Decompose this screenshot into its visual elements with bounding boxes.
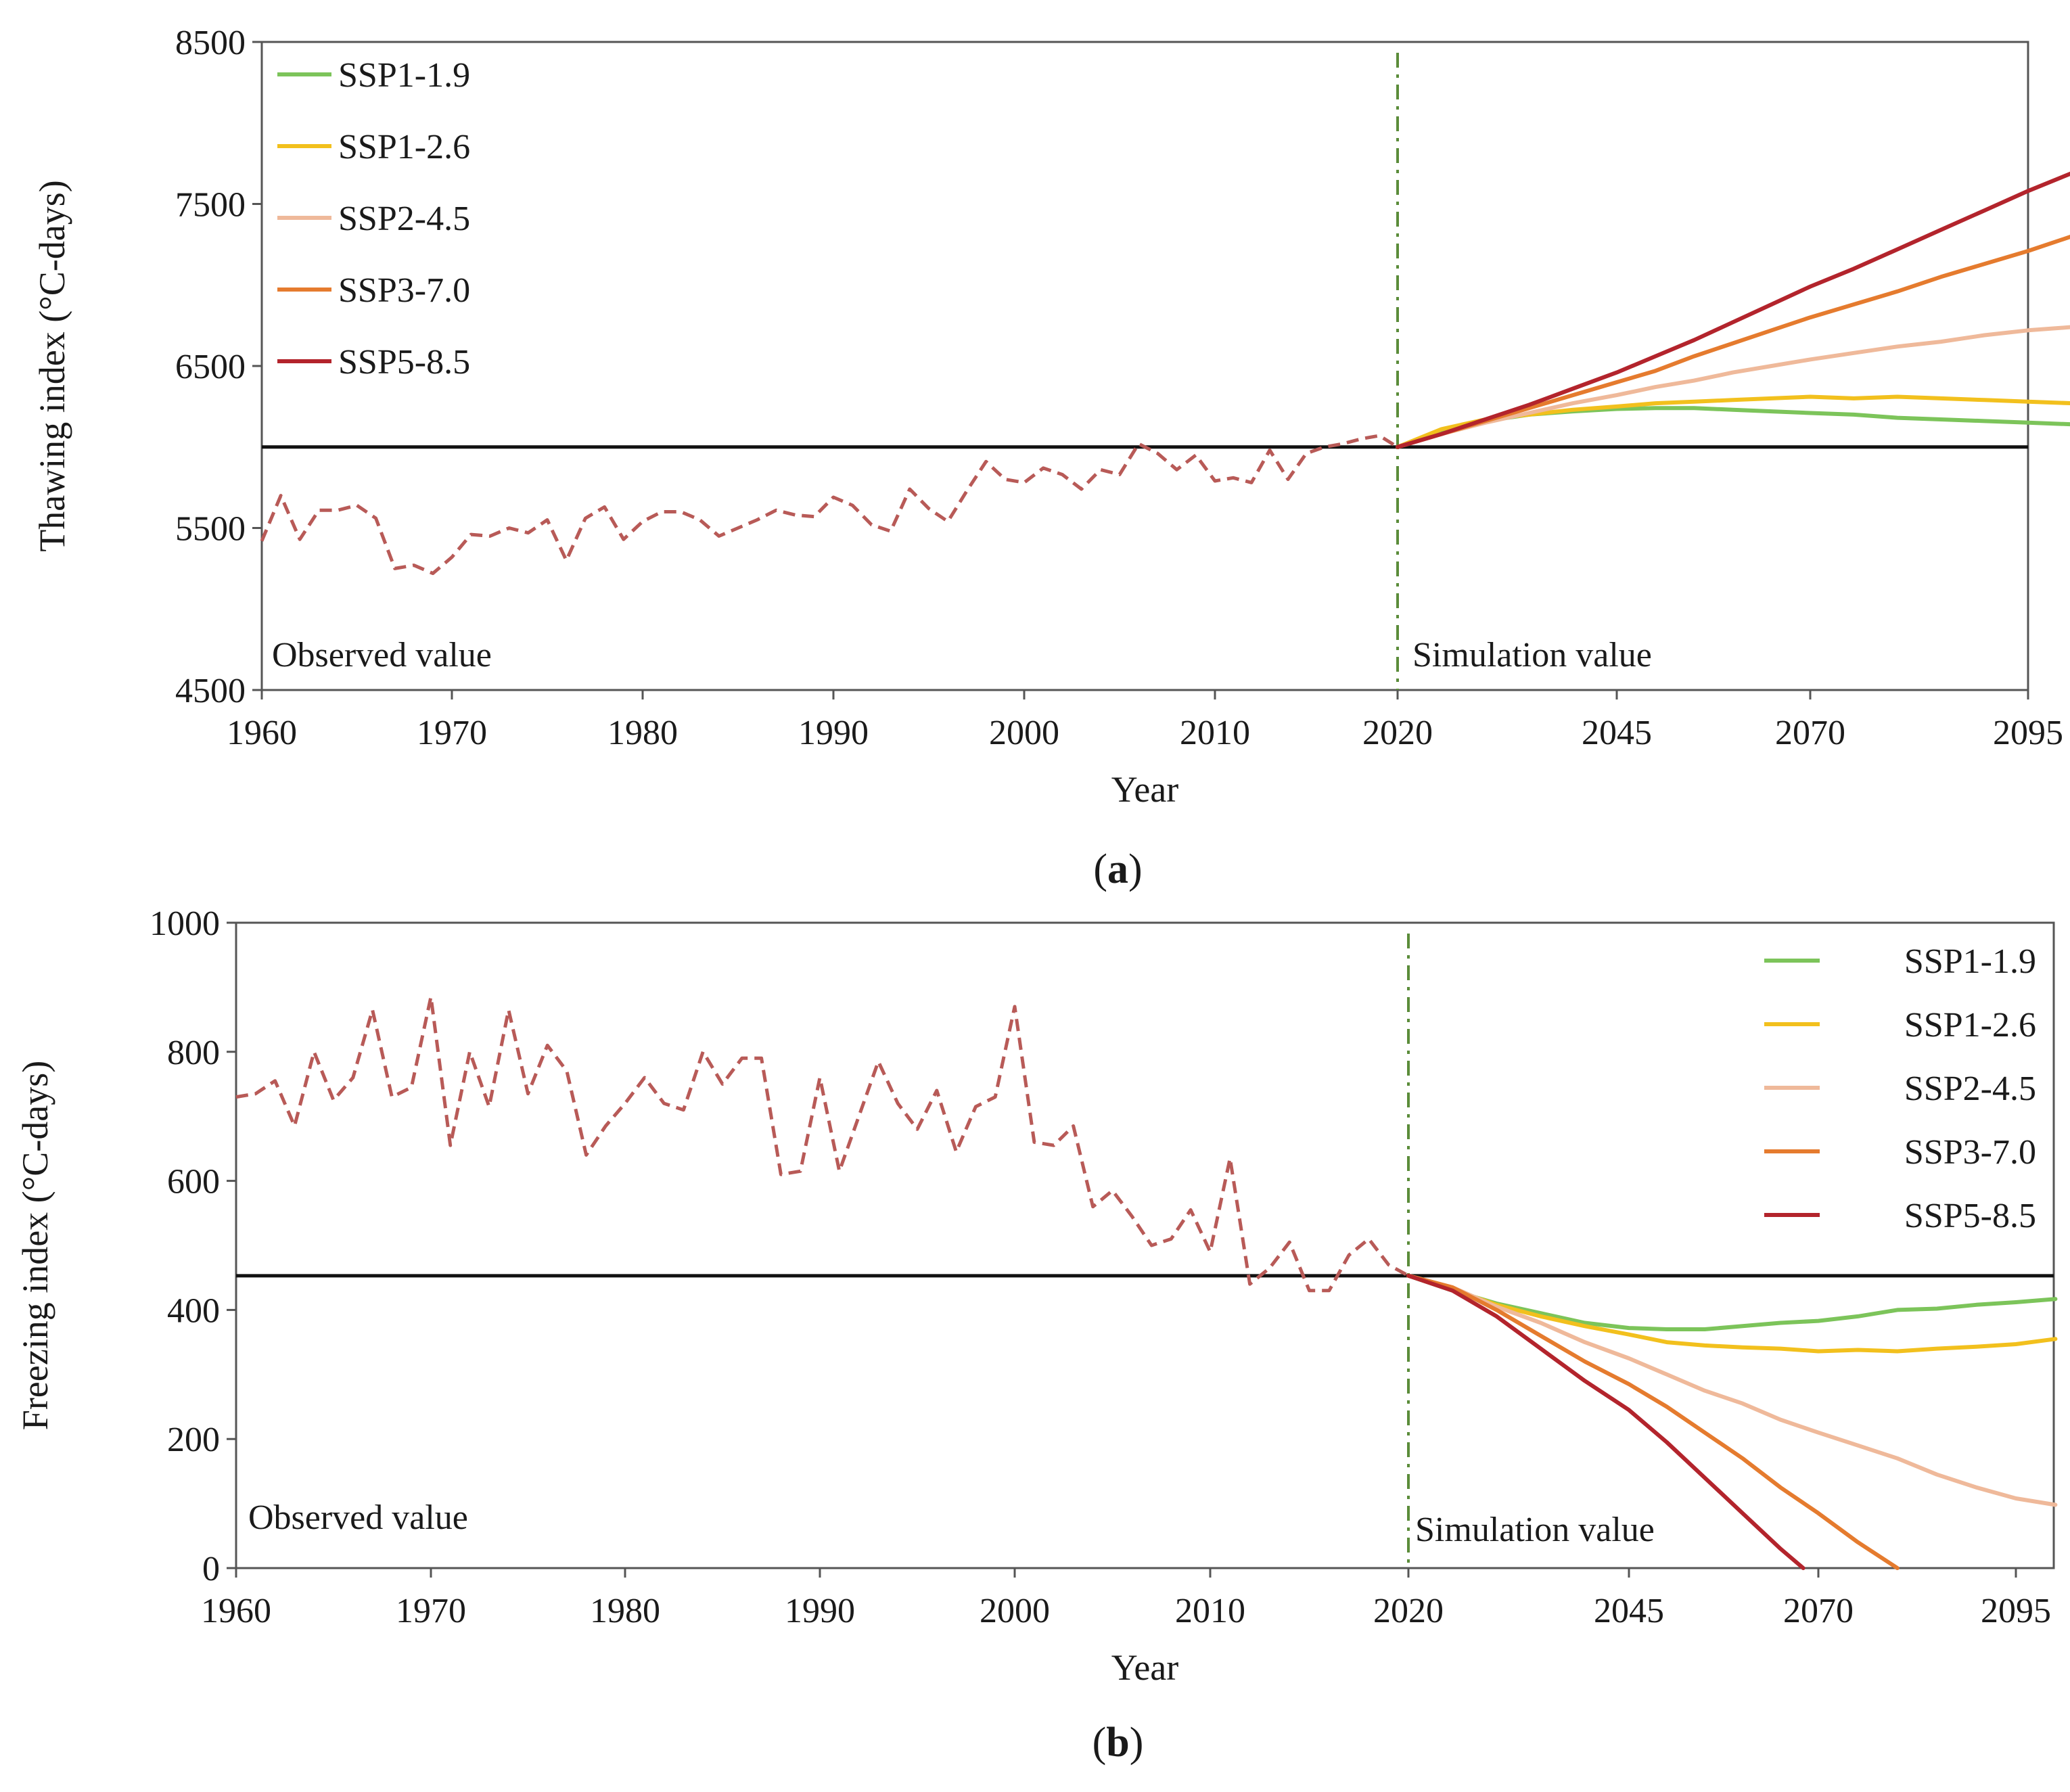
legend-item: SSP5-8.5 (277, 343, 470, 382)
legend-label: SSP1-2.6 (338, 128, 470, 166)
x-tick-label: 1990 (785, 1592, 855, 1630)
legend-label: SSP5-8.5 (1904, 1197, 2036, 1235)
series-line-ssp3-70 (1406, 1273, 1900, 1570)
series-line-ssp1-26 (1406, 1273, 2058, 1354)
x-tick-label: 1980 (607, 714, 678, 752)
series-line-ssp2-45 (1396, 325, 2070, 449)
legend-item: SSP3-7.0 (277, 271, 470, 310)
x-tick-label: 1970 (417, 714, 487, 752)
panel-label-open: ( (1093, 846, 1107, 892)
y-tick-label: 4500 (175, 672, 246, 710)
legend-item: SSP2-4.5 (1764, 1070, 2036, 1108)
y-axis-title: Thawing index (°C-days) (32, 180, 72, 551)
x-tick-label: 2010 (1175, 1592, 1245, 1630)
x-tick-label: 2020 (1362, 714, 1433, 752)
x-tick-label: 2070 (1775, 714, 1845, 752)
series-line-ssp5-85 (1396, 171, 2070, 449)
panel-label-open: ( (1092, 1720, 1107, 1766)
legend-item: SSP1-1.9 (1764, 942, 2036, 981)
y-tick-label: 8500 (175, 24, 246, 62)
legend-item: SSP2-4.5 (277, 200, 470, 238)
x-tick-label: 2095 (1993, 714, 2063, 752)
legend-label: SSP1-1.9 (338, 56, 470, 95)
x-tick-label: 2000 (980, 1592, 1050, 1630)
observed-series-line (260, 434, 1399, 576)
observed-series-line (235, 995, 1410, 1293)
x-tick-label: 1960 (227, 714, 297, 752)
x-tick-label: 1990 (798, 714, 869, 752)
y-tick-label: 5500 (175, 510, 246, 549)
x-tick-label: 1980 (590, 1592, 660, 1630)
y-tick-label: 7500 (175, 186, 246, 225)
observed-value-annotation: Observed value (272, 636, 492, 674)
legend-label: SSP3-7.0 (338, 271, 470, 310)
series-line-ssp3-70 (1396, 235, 2070, 449)
legend-label: SSP5-8.5 (338, 343, 470, 382)
x-axis-title: Year (1111, 1647, 1179, 1688)
panel-label: (b) (1092, 1720, 1144, 1766)
chart-panel-a: 4500 5500 6500 7500 8500 1960 1970 1980 1990 2000… (32, 24, 2070, 892)
legend-label: SSP3-7.0 (1904, 1133, 2036, 1172)
panel-label-letter: a (1107, 846, 1128, 892)
x-tick-label: 2000 (989, 714, 1059, 752)
x-tick-label: 2020 (1373, 1592, 1444, 1630)
series-line-ssp2-45 (1406, 1273, 2058, 1507)
x-tick-label: 2010 (1180, 714, 1250, 752)
legend-item: SSP1-2.6 (277, 128, 470, 166)
x-tick-label: 1970 (396, 1592, 466, 1630)
observed-value-annotation: Observed value (248, 1498, 468, 1537)
legend: SSP1-1.9 SSP1-2.6 SSP2-4.5 SSP3-7.0 SSP5-8.5 (1764, 942, 2036, 1235)
legend-label: SSP2-4.5 (1904, 1070, 2036, 1108)
x-tick-label: 1960 (201, 1592, 271, 1630)
panel-label-close: ) (1130, 1720, 1144, 1766)
chart-panel-b: 0 200 400 600 800 1000 1960 1970 1980 1990 2000 201… (15, 904, 2058, 1766)
legend-item: SSP3-7.0 (1764, 1133, 2036, 1172)
panel-label-letter: b (1106, 1720, 1129, 1766)
simulation-value-annotation: Simulation value (1415, 1511, 1655, 1549)
series-line-ssp1-19 (1406, 1273, 2058, 1331)
legend-item: SSP5-8.5 (1764, 1197, 2036, 1235)
plot-frame (235, 921, 2055, 1569)
panel-label-close: ) (1128, 846, 1143, 892)
y-tick-label: 400 (167, 1291, 220, 1330)
y-tick-label: 6500 (175, 348, 246, 386)
simulation-value-annotation: Simulation value (1412, 636, 1652, 674)
legend-label: SSP2-4.5 (338, 200, 470, 238)
legend-item: SSP1-1.9 (277, 56, 470, 95)
legend-item: SSP1-2.6 (1764, 1006, 2036, 1044)
y-tick-label: 0 (202, 1550, 220, 1588)
panel-label: (a) (1093, 846, 1142, 892)
y-tick-label: 1000 (150, 904, 220, 943)
series-line-ssp5-85 (1406, 1273, 1806, 1570)
y-tick-label: 200 (167, 1421, 220, 1459)
y-tick-label: 600 (167, 1163, 220, 1201)
x-tick-label: 2095 (1981, 1592, 2051, 1630)
x-axis-title: Year (1111, 769, 1179, 810)
x-tick-label: 2045 (1594, 1592, 1664, 1630)
y-axis-title: Freezing index (°C-days) (15, 1061, 55, 1430)
legend-label: SSP1-2.6 (1904, 1006, 2036, 1044)
x-tick-label: 2070 (1783, 1592, 1854, 1630)
legend: SSP1-1.9 SSP1-2.6 SSP2-4.5 SSP3-7.0 SSP5-8.5 (277, 56, 470, 382)
legend-label: SSP1-1.9 (1904, 942, 2036, 981)
x-tick-label: 2045 (1582, 714, 1652, 752)
y-tick-label: 800 (167, 1034, 220, 1072)
